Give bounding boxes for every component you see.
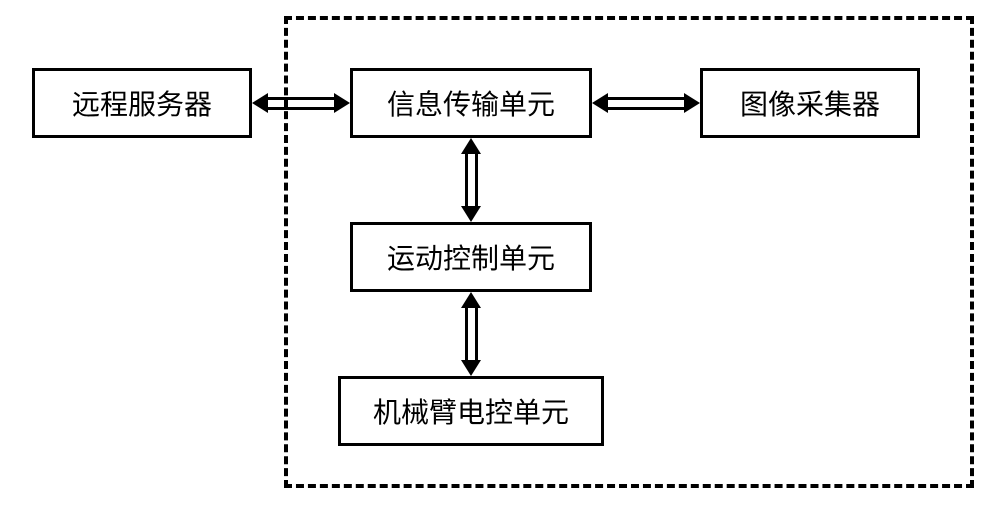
node-remote-server: 远程服务器 (32, 68, 252, 138)
node-image-collector: 图像采集器 (700, 68, 920, 138)
node-label: 运动控制单元 (387, 237, 555, 277)
node-label: 图像采集器 (740, 83, 880, 123)
node-info-transfer: 信息传输单元 (350, 68, 592, 138)
node-label: 机械臂电控单元 (373, 391, 569, 431)
node-arm-econtrol: 机械臂电控单元 (338, 376, 604, 446)
node-label: 信息传输单元 (387, 83, 555, 123)
node-motion-control: 运动控制单元 (350, 222, 592, 292)
node-label: 远程服务器 (72, 83, 212, 123)
